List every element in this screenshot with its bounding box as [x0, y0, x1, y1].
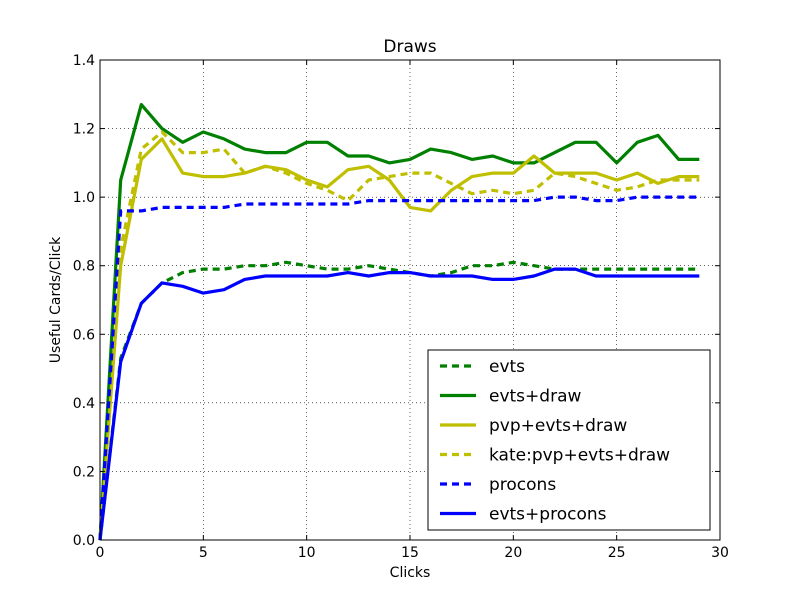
series-line-evts-procons	[98, 267, 700, 541]
x-tick-label: 20	[504, 545, 522, 561]
y-tick-label: 0.2	[73, 464, 95, 480]
y-tick-label: 1.0	[73, 190, 95, 206]
legend-box	[427, 349, 711, 531]
legend-label: evts	[489, 357, 525, 377]
legend-label: evts+draw	[489, 387, 581, 407]
y-tick-label: 0.0	[73, 533, 95, 549]
series-line-evts-draw	[98, 102, 700, 541]
x-tick-label: 15	[401, 545, 419, 561]
chart-title: Draws	[383, 37, 436, 57]
y-tick-label: 0.8	[73, 259, 95, 275]
legend-label: procons	[489, 475, 556, 495]
y-tick-label: 0.4	[73, 396, 95, 412]
y-tick-label: 0.6	[73, 327, 95, 343]
legend-label: pvp+evts+draw	[489, 416, 627, 436]
x-tick-label: 10	[298, 545, 316, 561]
series-lines	[98, 102, 700, 541]
x-tick-label: 0	[96, 545, 105, 561]
legend-label: evts+procons	[489, 505, 607, 525]
legend: evts evts+draw pvp+evts+draw kate:pvp+evts+…	[427, 349, 711, 531]
legend-label: kate:pvp+evts+draw	[489, 446, 670, 466]
axes: 0 5 10 15 20 25 30 0.0 0.2 0.4 0.6 0.8 1.0 1.2 1.4	[73, 53, 729, 561]
x-tick-label: 30	[711, 545, 729, 561]
x-tick-label: 5	[199, 545, 208, 561]
y-axis-label: Useful Cards/Click	[48, 236, 64, 363]
x-tick-label: 25	[608, 545, 626, 561]
x-axis-label: Clicks	[390, 565, 431, 581]
series-line-procons	[98, 195, 700, 541]
y-tick-label: 1.4	[73, 53, 95, 69]
y-tick-label: 1.2	[73, 122, 95, 138]
series-line-pvp-evts-draw	[98, 137, 700, 541]
